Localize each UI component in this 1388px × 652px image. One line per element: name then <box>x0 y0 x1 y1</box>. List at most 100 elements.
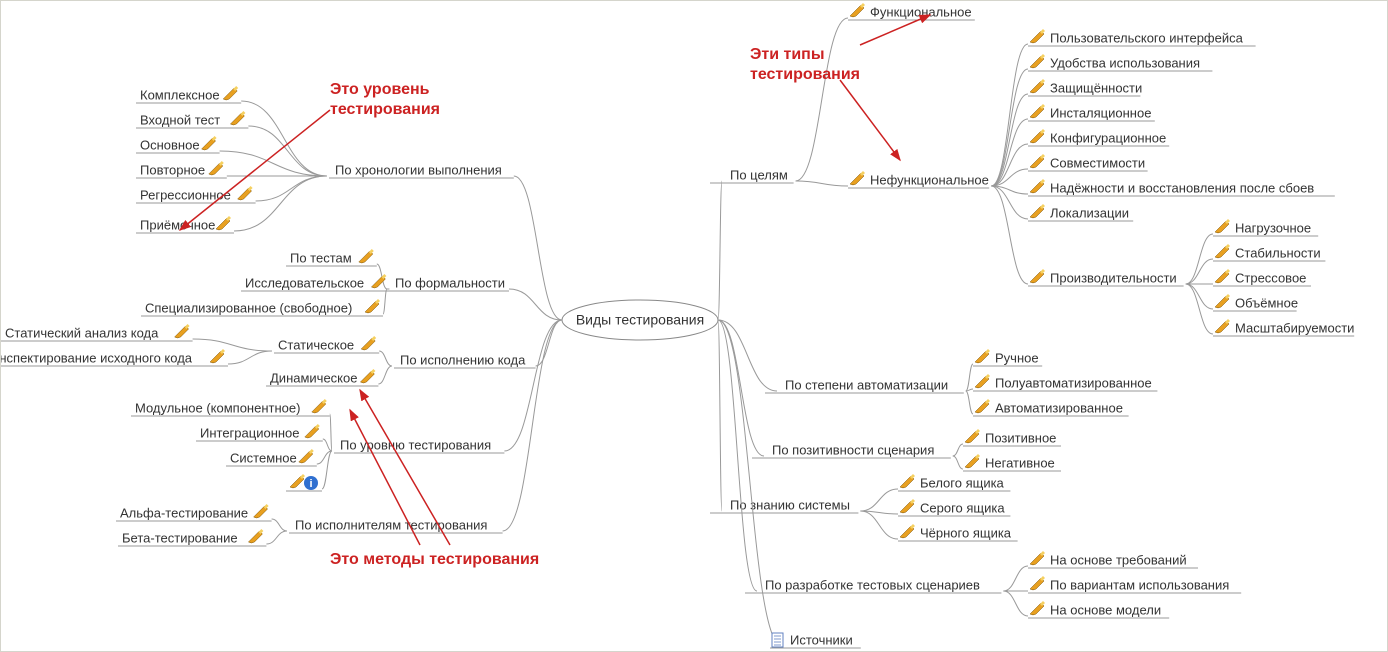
pencil-icon <box>1030 601 1045 615</box>
connector <box>241 101 327 176</box>
pencil-icon <box>238 186 253 200</box>
branch-label[interactable]: По разработке тестовых сценариев <box>765 577 980 592</box>
doc-icon <box>772 633 783 647</box>
node-label[interactable]: Приёмочное <box>140 217 215 232</box>
branch-label[interactable]: Источники <box>790 632 853 647</box>
node-label[interactable]: Входной тест <box>140 112 220 127</box>
center-label: Виды тестирования <box>576 312 704 328</box>
pencil-icon <box>248 529 263 543</box>
ann-types: Эти типы <box>750 46 825 63</box>
branch-label[interactable]: По степени автоматизации <box>785 377 948 392</box>
pencil-icon <box>1030 29 1045 43</box>
node-label[interactable]: Белого ящика <box>920 475 1005 490</box>
connector <box>323 439 332 451</box>
node-label[interactable]: Основное <box>140 137 200 152</box>
pencil-icon <box>299 449 314 463</box>
pencil-icon <box>1030 551 1045 565</box>
pencil-icon <box>254 504 269 518</box>
node-label[interactable]: По вариантам использования <box>1050 577 1229 592</box>
node-label[interactable]: Системное <box>230 450 297 465</box>
connector <box>504 320 562 451</box>
node-label[interactable]: Полуавтоматизированное <box>995 375 1152 390</box>
connector <box>193 339 272 351</box>
connector <box>228 351 272 364</box>
connector <box>860 489 898 511</box>
connector <box>966 364 973 391</box>
branch-label[interactable]: По исполнителям тестирования <box>295 517 487 532</box>
node-label[interactable]: Нефункциональное <box>870 172 989 187</box>
branch-label[interactable]: По хронологии выполнения <box>335 162 502 177</box>
connector <box>953 456 963 469</box>
branch-label[interactable]: По целям <box>730 167 788 182</box>
pencil-icon <box>1030 154 1045 168</box>
node-label[interactable]: Статическое <box>278 337 354 352</box>
node-label[interactable]: Инсталяционное <box>1050 105 1151 120</box>
node-label[interactable]: Стабильности <box>1235 245 1321 260</box>
pencil-icon <box>1030 104 1045 118</box>
node-label[interactable]: Защищённости <box>1050 80 1142 95</box>
branch-label[interactable]: По формальности <box>395 275 505 290</box>
node-label[interactable]: Динамическое <box>270 370 357 385</box>
node-label[interactable]: Совместимости <box>1050 155 1145 170</box>
node-label[interactable]: Автоматизированное <box>995 400 1123 415</box>
node-label[interactable]: Нагрузочное <box>1235 220 1311 235</box>
node-label[interactable]: Специализированное (свободное) <box>145 300 352 315</box>
node-label[interactable]: Повторное <box>140 162 205 177</box>
node-label[interactable]: Исследовательское <box>245 275 364 290</box>
node-label[interactable]: Чёрного ящика <box>920 525 1012 540</box>
branch-label[interactable]: По позитивности сценария <box>772 442 934 457</box>
pencil-icon <box>1215 269 1230 283</box>
connector <box>991 69 1028 186</box>
pencil-icon <box>312 399 327 413</box>
node-label[interactable]: Функциональное <box>870 4 972 19</box>
node-label[interactable]: Производительности <box>1050 270 1177 285</box>
connector <box>991 186 1028 219</box>
node-label[interactable]: На основе требований <box>1050 552 1187 567</box>
branch-label[interactable]: По знанию системы <box>730 497 850 512</box>
node-label[interactable]: Модульное (компонентное) <box>135 400 300 415</box>
node-label[interactable]: Ручное <box>995 350 1039 365</box>
pencil-icon <box>1030 54 1045 68</box>
node-label[interactable]: Интеграционное <box>200 425 300 440</box>
connector <box>1003 566 1028 591</box>
node-label[interactable]: Конфигурационное <box>1050 130 1166 145</box>
pencil-icon <box>965 454 980 468</box>
pencil-icon <box>223 86 238 100</box>
pencil-icon <box>230 111 245 125</box>
node-label[interactable]: Негативное <box>985 455 1055 470</box>
node-label[interactable]: Надёжности и восстановления после сбоев <box>1050 180 1314 195</box>
node-label[interactable]: Статический анализ кода <box>5 325 159 340</box>
pencil-icon <box>1030 576 1045 590</box>
connector <box>953 444 963 456</box>
node-label[interactable]: Позитивное <box>985 430 1056 445</box>
pencil-icon <box>359 249 374 263</box>
node-label[interactable]: Масштабируемости <box>1235 320 1354 335</box>
info-icon: i <box>304 476 318 490</box>
node-label[interactable]: Инспектирование исходного кода <box>0 350 193 365</box>
connector <box>1186 259 1213 284</box>
connector <box>330 414 332 451</box>
node-label[interactable]: Стрессовое <box>1235 270 1306 285</box>
pencil-icon <box>360 369 375 383</box>
branch-label[interactable]: По исполнению кода <box>400 352 526 367</box>
ann-level: тестирования <box>330 101 440 118</box>
connector <box>991 144 1028 186</box>
pencil-icon <box>1215 219 1230 233</box>
node-label[interactable]: Альфа-тестирование <box>120 505 248 520</box>
node-label[interactable]: Удобства использования <box>1050 55 1200 70</box>
node-label[interactable]: По тестам <box>290 250 352 265</box>
node-label[interactable]: Объёмное <box>1235 295 1298 310</box>
connector <box>1186 284 1213 334</box>
pencil-icon <box>1030 269 1045 283</box>
mindmap-canvas: Виды тестирования По хронологии выполнени… <box>0 0 1388 652</box>
node-label[interactable]: Локализации <box>1050 205 1129 220</box>
node-label[interactable]: Пользовательского интерфейса <box>1050 30 1244 45</box>
connector <box>378 366 392 384</box>
node-label[interactable]: Бета-тестирование <box>122 530 238 545</box>
node-label[interactable]: Серого ящика <box>920 500 1005 515</box>
branch-label[interactable]: По уровню тестирования <box>340 437 491 452</box>
connector <box>860 511 898 539</box>
connector <box>718 181 722 320</box>
node-label[interactable]: Комплексное <box>140 87 220 102</box>
node-label[interactable]: На основе модели <box>1050 602 1161 617</box>
